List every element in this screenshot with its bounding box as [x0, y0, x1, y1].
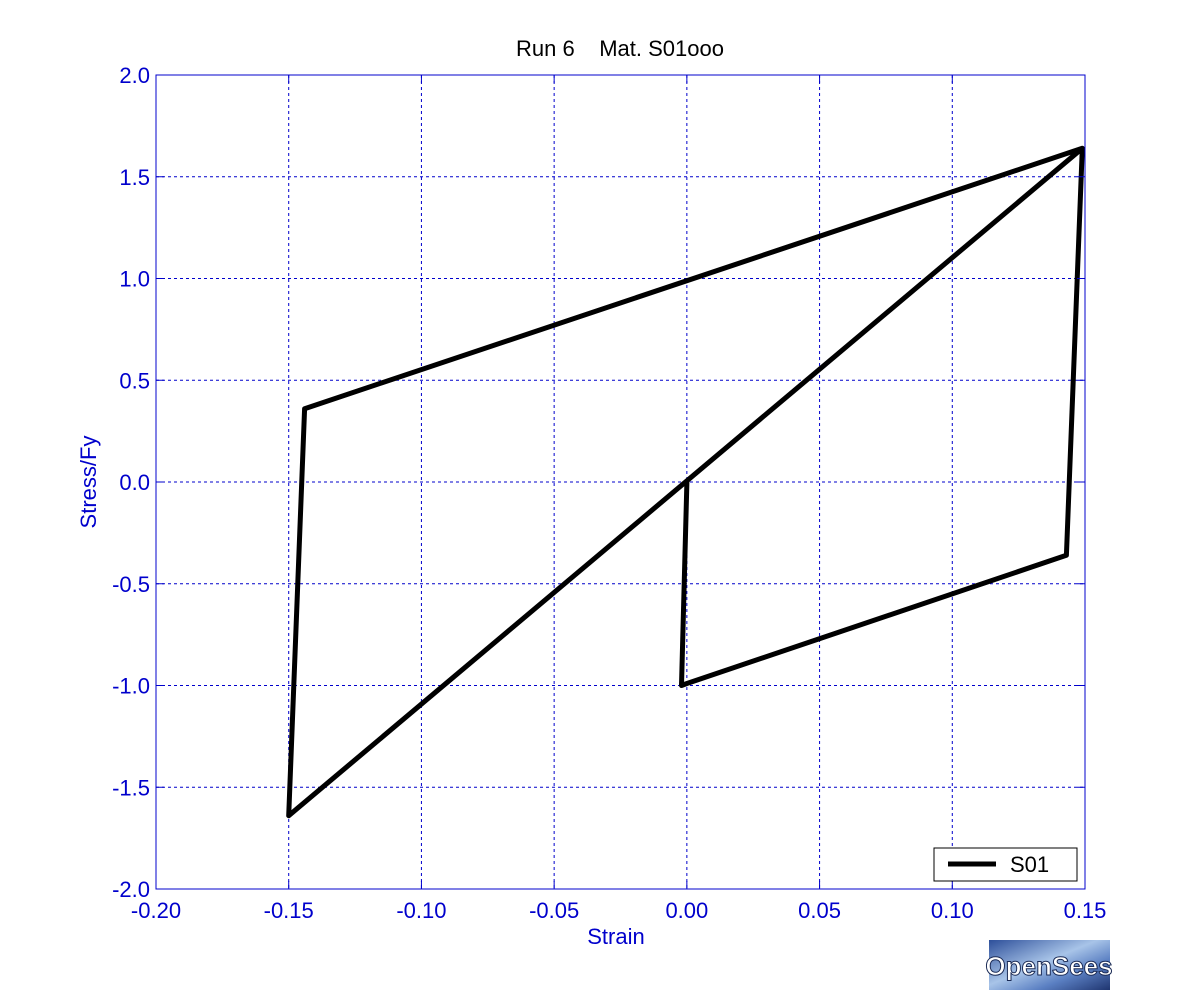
logo-text: OpenSees [985, 951, 1112, 981]
series-line-s01 [286, 145, 1085, 819]
logo-background [989, 940, 1110, 990]
x-axis-label: Strain [587, 924, 644, 949]
x-tick-label: 0.00 [665, 898, 708, 923]
x-tick-label: 0.10 [931, 898, 974, 923]
plot-data [286, 145, 1085, 819]
x-tick-label: 0.05 [798, 898, 841, 923]
y-tick-label: 0.5 [119, 368, 150, 393]
y-tick-label: -1.0 [112, 674, 150, 699]
y-tick-label: -2.0 [112, 877, 150, 902]
x-tick-label: -0.15 [264, 898, 314, 923]
x-tick-label: 0.15 [1064, 898, 1107, 923]
y-tick-label: 2.0 [119, 63, 150, 88]
y-tick-label: 1.5 [119, 165, 150, 190]
opensees-logo: OpenSees [985, 940, 1113, 990]
y-tick-label: 1.0 [119, 267, 150, 292]
x-tick-label: -0.20 [131, 898, 181, 923]
legend-entry-s01: S01 [1010, 852, 1049, 877]
y-axis-label: Stress/Fy [76, 436, 101, 529]
x-tick-label: -0.05 [529, 898, 579, 923]
grid-lines [156, 75, 1085, 889]
axis-ticks: -0.20 -0.15 -0.10 -0.05 0.00 0.05 0.10 0.15 -2.0… [112, 63, 1106, 923]
x-tick-label: -0.10 [396, 898, 446, 923]
y-tick-label: -1.5 [112, 775, 150, 800]
chart-title: Run 6 Mat. S01ooo [516, 36, 724, 61]
y-tick-label: -0.5 [112, 572, 150, 597]
y-tick-label: 0.0 [119, 470, 150, 495]
legend: S01 [933, 847, 1078, 882]
